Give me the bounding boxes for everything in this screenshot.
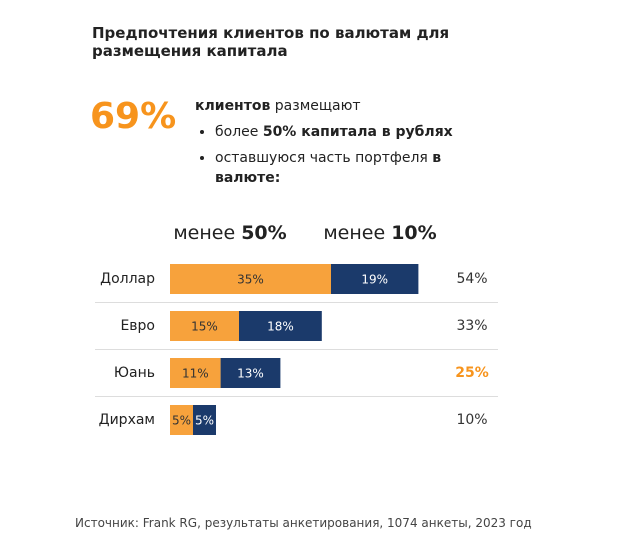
source: Источник: Frank RG, результаты анкетиров… <box>75 516 532 530</box>
total-label: 33% <box>456 318 487 334</box>
text-part: оставшуюся часть портфеля <box>215 150 433 166</box>
legend-entry: менее 10% <box>323 222 436 244</box>
intro: клиентов размещают <box>195 96 485 116</box>
bar-segment <box>193 405 216 435</box>
text-part: в валюте: <box>215 150 442 186</box>
value-label: 15% <box>191 320 218 334</box>
total-label: 25% <box>455 365 489 381</box>
value-label: 11% <box>182 367 209 381</box>
items: более 50% капитала в рублях оставшуюся ча… <box>195 122 485 188</box>
highlight-value: 69% <box>90 96 177 137</box>
highlight-text: клиентов размещают более 50% капитала в р… <box>195 96 485 194</box>
bullet-item: оставшуюся часть портфеля в валюте: <box>215 148 485 188</box>
value-label: 18% <box>267 320 294 334</box>
text-part: более <box>215 124 263 140</box>
text-part: клиентов <box>195 98 271 114</box>
value-label: 19% <box>361 273 388 287</box>
value-label: 13% <box>237 367 264 381</box>
legend-entry: менее 50% <box>173 222 286 244</box>
chart: менее 50% менее 10% Доллар 35% 19% 54% Евро 15%… <box>95 222 498 435</box>
bullet-item: более 50% капитала в рублях <box>215 122 485 142</box>
category-label: Доллар <box>100 271 155 287</box>
bar-segment <box>220 358 281 388</box>
bar-segment <box>331 264 419 294</box>
category-label: Дирхам <box>99 412 155 428</box>
bar-segment <box>170 358 221 388</box>
title: Предпочтения клиентов по валютам для раз… <box>92 24 450 60</box>
total-label: 54% <box>456 271 487 287</box>
text-part: размещают <box>270 98 361 114</box>
bar-segment <box>170 405 193 435</box>
category-label: Юань <box>114 365 155 381</box>
text-part: 50% капитала в рублях <box>262 124 453 140</box>
value-label: 5% <box>172 414 191 428</box>
bar-segment <box>239 311 322 341</box>
total-label: 10% <box>456 412 487 428</box>
bar-segment <box>170 264 331 294</box>
value-label: 35% <box>237 273 264 287</box>
bar-segment <box>170 311 239 341</box>
category-label: Евро <box>120 318 155 334</box>
value-label: 5% <box>195 414 214 428</box>
